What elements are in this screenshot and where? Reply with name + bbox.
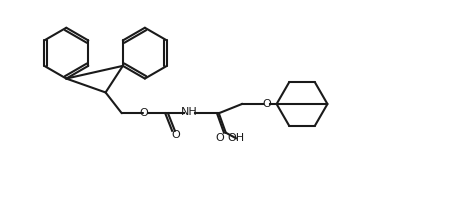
Text: NH: NH bbox=[181, 107, 198, 117]
Text: O: O bbox=[216, 133, 225, 143]
Text: O: O bbox=[262, 99, 271, 109]
Text: O: O bbox=[139, 108, 148, 118]
Text: O: O bbox=[172, 130, 180, 140]
Text: OH: OH bbox=[227, 133, 244, 143]
